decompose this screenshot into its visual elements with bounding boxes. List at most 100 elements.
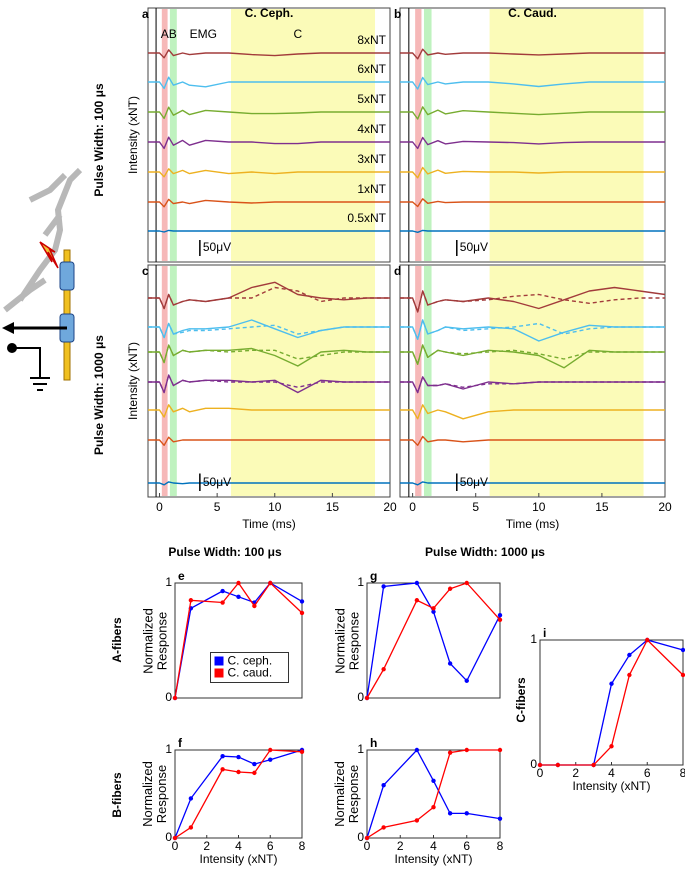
panel-letter: h bbox=[370, 736, 377, 750]
trace-label: 0.5xNT bbox=[347, 211, 386, 225]
trace bbox=[148, 229, 390, 233]
scale-bar-label: 50μV bbox=[203, 240, 231, 254]
point bbox=[414, 818, 420, 823]
y-tick-label: 0 bbox=[165, 690, 172, 704]
point bbox=[555, 762, 561, 768]
panel-letter: c bbox=[142, 264, 149, 278]
trace bbox=[148, 344, 390, 364]
point bbox=[381, 667, 386, 672]
panel-title: C. Caud. bbox=[508, 6, 557, 20]
x-tick-label: 10 bbox=[532, 500, 546, 514]
point bbox=[464, 678, 469, 683]
point bbox=[364, 695, 370, 701]
shaded-region bbox=[489, 266, 644, 496]
point bbox=[188, 825, 194, 830]
trace-label: 1xNT bbox=[357, 182, 386, 196]
scale-bar-label: 50μV bbox=[460, 240, 488, 254]
shaded-region bbox=[423, 266, 432, 496]
point bbox=[220, 600, 225, 605]
x-tick-label: 0 bbox=[172, 839, 179, 853]
point bbox=[299, 749, 305, 754]
legend-swatch bbox=[214, 668, 224, 678]
x-tick-label: 5 bbox=[214, 500, 221, 514]
x-tick-label: 15 bbox=[595, 500, 609, 514]
x-tick-label: 0 bbox=[364, 839, 371, 853]
y-axis-label: Normalized Response bbox=[332, 761, 361, 827]
trace bbox=[148, 322, 390, 339]
point bbox=[609, 681, 614, 686]
trace-label: 5xNT bbox=[357, 92, 386, 106]
point bbox=[680, 647, 685, 653]
y-tick-label: 0 bbox=[530, 757, 537, 771]
point bbox=[645, 637, 650, 643]
point bbox=[299, 599, 305, 604]
point bbox=[447, 811, 453, 816]
trace bbox=[148, 106, 390, 120]
x-tick-label: 4 bbox=[235, 839, 242, 853]
row-label: C-fibers bbox=[514, 677, 528, 723]
y-tick-label: 0 bbox=[357, 690, 364, 704]
region-label: EMG bbox=[190, 27, 217, 41]
x-tick-label: 4 bbox=[430, 839, 437, 853]
panel-letter: d bbox=[394, 264, 401, 278]
trace bbox=[400, 404, 665, 420]
point bbox=[537, 762, 543, 768]
point bbox=[497, 747, 503, 753]
x-tick-label: 10 bbox=[268, 500, 282, 514]
plot-frame bbox=[366, 749, 501, 839]
point bbox=[188, 796, 194, 801]
point bbox=[497, 613, 503, 618]
y-tick-label: 1 bbox=[357, 575, 364, 589]
point bbox=[220, 767, 225, 772]
point bbox=[431, 606, 436, 611]
point bbox=[464, 580, 469, 586]
trace-label: 4xNT bbox=[357, 122, 386, 136]
point bbox=[172, 695, 178, 701]
trace bbox=[400, 376, 665, 394]
point bbox=[268, 580, 273, 586]
shaded-region bbox=[169, 9, 177, 261]
point bbox=[447, 586, 453, 591]
trace bbox=[400, 136, 665, 150]
trace bbox=[148, 481, 390, 486]
y-tick-label: 0 bbox=[357, 830, 364, 844]
trace bbox=[148, 344, 390, 367]
x-tick-label: 8 bbox=[497, 839, 504, 853]
row-label: B-fibers bbox=[110, 772, 124, 818]
x-tick-label: 20 bbox=[383, 500, 397, 514]
plot-frame bbox=[174, 749, 303, 839]
shaded-region bbox=[169, 266, 177, 496]
trace bbox=[400, 290, 665, 313]
x-tick-label: 6 bbox=[463, 839, 470, 853]
x-axis-label: Time (ms) bbox=[242, 517, 296, 531]
y-tick-label: 1 bbox=[165, 575, 172, 589]
x-tick-label: 8 bbox=[680, 766, 685, 780]
shaded-region bbox=[415, 9, 422, 261]
trace bbox=[148, 136, 390, 150]
trace bbox=[148, 436, 390, 446]
section-title: Pulse Width: 100 μs bbox=[168, 545, 282, 559]
shaded-region bbox=[161, 9, 168, 261]
trace bbox=[400, 76, 665, 90]
panel-letter: g bbox=[370, 569, 377, 583]
point bbox=[627, 652, 632, 658]
point bbox=[236, 769, 241, 775]
point bbox=[236, 754, 241, 760]
x-tick-label: 0 bbox=[537, 766, 544, 780]
point bbox=[268, 747, 273, 753]
trace bbox=[400, 319, 665, 340]
trace bbox=[400, 435, 665, 446]
trace-label: 6xNT bbox=[357, 62, 386, 76]
point bbox=[447, 661, 453, 666]
legend-label: C. ceph. bbox=[228, 654, 273, 668]
legend-swatch bbox=[214, 656, 224, 666]
x-tick-label: 5 bbox=[472, 500, 479, 514]
point bbox=[381, 584, 386, 589]
x-axis-label: Time (ms) bbox=[506, 517, 560, 531]
row-label: A-fibers bbox=[110, 617, 124, 663]
trace-label: 8xNT bbox=[357, 33, 386, 47]
point bbox=[414, 580, 420, 586]
trace bbox=[400, 481, 665, 486]
x-tick-label: 0 bbox=[409, 500, 416, 514]
